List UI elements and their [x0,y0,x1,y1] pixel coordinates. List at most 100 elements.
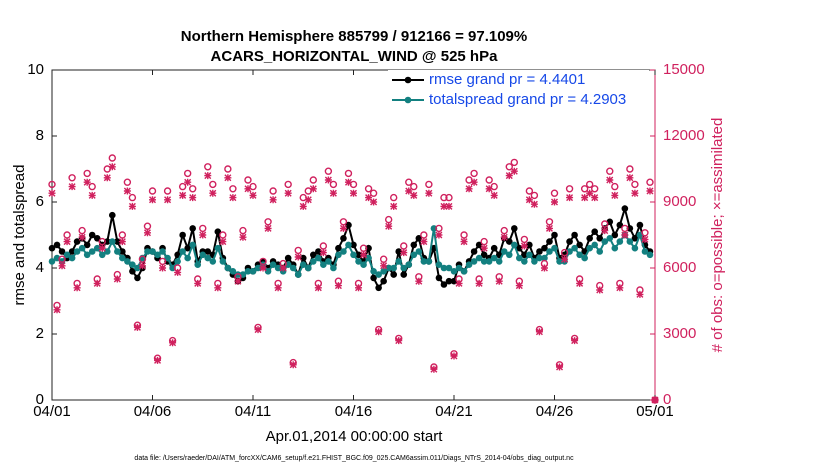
possible-marker [480,237,488,246]
y-tick-label: 8 [36,127,44,144]
assimilated-marker [355,284,363,292]
series-marker [636,221,644,229]
x-tick-label: 04/16 [335,403,373,420]
series-marker [335,244,342,252]
series-marker [93,244,101,252]
assimilated-marker [324,176,332,184]
assimilated-marker [219,238,227,246]
possible-marker [294,246,302,255]
assimilated-marker [48,189,56,197]
possible-marker [425,180,433,189]
x-axis-label: Apr.01,2014 00:00:00 start [266,428,444,445]
series-marker [53,241,61,249]
possible-marker [108,154,117,162]
assimilated-marker [334,282,342,290]
y-tick-label: 0 [36,391,44,408]
assimilated-marker [304,196,312,204]
series-marker [516,254,523,262]
possible-marker [118,231,127,239]
series-marker [234,271,242,278]
series-marker [445,264,453,272]
assimilated-marker [485,185,493,193]
series-marker [219,258,227,265]
assimilated-marker [646,187,654,195]
series-marker [345,241,352,249]
series-marker [360,261,367,269]
possible-marker [550,189,559,197]
series-marker [455,264,463,272]
assimilated-marker [566,194,574,202]
possible-marker [435,224,443,233]
series-marker [365,244,372,252]
series-marker [626,225,634,232]
assimilated-marker [319,249,327,257]
series-marker [304,264,312,272]
series-marker [204,254,212,262]
series-marker [98,251,106,259]
series-marker [400,264,408,272]
assimilated-marker [611,191,619,199]
series-marker [596,235,604,242]
series-marker [460,268,468,275]
series-marker [616,221,624,229]
assimilated-marker [616,284,624,292]
series-marker [440,264,448,272]
assimilated-marker [495,277,503,285]
series-marker [214,244,222,252]
series-marker [521,251,528,259]
series-marker [88,231,96,239]
assimilated-marker [98,244,106,252]
series-marker [48,244,56,252]
series-marker [495,258,503,265]
possible-marker [88,182,96,191]
possible-marker [63,231,71,239]
series-marker [154,251,161,259]
series-marker [485,258,493,265]
possible-marker [209,180,217,189]
assimilated-marker [154,356,162,364]
assimilated-marker [515,282,523,290]
series-marker [500,248,508,255]
legend-marker [404,76,412,84]
series-marker [551,231,558,239]
x-tick-label: 04/11 [235,403,271,420]
series-marker [129,261,136,269]
assimilated-marker [279,264,287,272]
series-marker [420,258,428,265]
series-marker [299,254,307,262]
assimilated-marker [510,167,518,175]
assimilated-marker [405,187,413,195]
series-marker [78,244,86,252]
series-marker [611,231,619,239]
assimilated-marker [88,191,96,199]
assimilated-marker [430,365,438,373]
series-marker [224,264,232,272]
series-marker [83,241,91,249]
assimilated-marker [274,284,282,292]
assimilated-marker [339,224,347,232]
footnote: data file: /Users/raeder/DAI/ATM_forcXX/… [134,455,574,462]
assimilated-marker [636,290,644,298]
assimilated-marker [204,172,212,180]
assimilated-marker [58,262,66,270]
series-marker [350,241,357,249]
assimilated-marker [601,227,609,235]
assimilated-marker [445,202,453,210]
series-marker [184,254,191,262]
assimilated-marker [571,337,579,345]
y-tick-label: 6 [36,193,44,210]
series-marker [536,248,543,255]
series-marker [48,258,56,265]
possible-marker [224,165,232,173]
series-marker [440,281,448,288]
x-tick-label: 04/26 [536,403,574,420]
series-marker [641,248,649,255]
series-marker [355,258,362,265]
assimilated-marker [540,264,548,272]
legend-marker [404,96,412,104]
possible-marker [58,255,66,263]
possible-marker [525,187,534,195]
series-marker [646,251,654,259]
series-marker [169,264,176,272]
assimilated-marker [294,253,302,261]
